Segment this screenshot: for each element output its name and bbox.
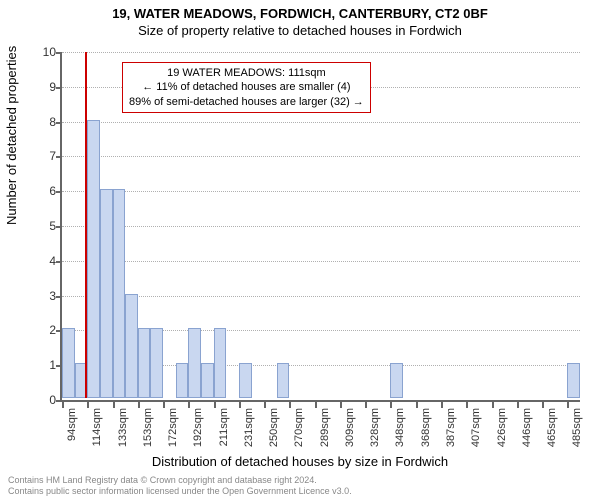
y-tick-label: 10 <box>26 45 56 59</box>
y-tick-mark <box>56 191 62 193</box>
x-tick-label: 446sqm <box>521 408 533 447</box>
x-tick-mark <box>492 402 494 408</box>
bar <box>100 189 113 398</box>
y-tick-mark <box>56 261 62 263</box>
x-tick-mark <box>390 402 392 408</box>
y-tick-label: 4 <box>26 254 56 268</box>
x-tick-mark <box>188 402 190 408</box>
x-tick-label: 153sqm <box>142 408 154 447</box>
x-tick-mark <box>466 402 468 408</box>
x-axis-label: Distribution of detached houses by size … <box>0 454 600 469</box>
x-tick-mark <box>441 402 443 408</box>
x-tick-mark <box>138 402 140 408</box>
x-tick-mark <box>365 402 367 408</box>
x-tick-label: 309sqm <box>344 408 356 447</box>
bar <box>62 328 75 398</box>
y-tick-label: 6 <box>26 184 56 198</box>
plot-region: 01234567891094sqm114sqm133sqm153sqm172sq… <box>60 52 580 402</box>
x-tick-mark <box>340 402 342 408</box>
y-tick-mark <box>56 226 62 228</box>
bar <box>390 363 403 398</box>
x-tick-label: 250sqm <box>268 408 280 447</box>
footer-line2: Contains public sector information licen… <box>8 486 352 497</box>
y-tick-label: 8 <box>26 115 56 129</box>
x-tick-mark <box>289 402 291 408</box>
x-tick-mark <box>62 402 64 408</box>
x-tick-mark <box>87 402 89 408</box>
x-tick-label: 94sqm <box>66 408 78 441</box>
footer-attribution: Contains HM Land Registry data © Crown c… <box>8 475 352 497</box>
bar <box>188 328 201 398</box>
x-tick-label: 114sqm <box>91 408 103 446</box>
bar <box>567 363 580 398</box>
y-tick-label: 5 <box>26 219 56 233</box>
bar <box>201 363 214 398</box>
annotation-line1: 19 WATER MEADOWS: 111sqm <box>129 66 364 80</box>
x-tick-label: 387sqm <box>445 408 457 447</box>
bar <box>239 363 252 398</box>
y-tick-mark <box>56 52 62 54</box>
x-tick-mark <box>567 402 569 408</box>
annotation-line3: 89% of semi-detached houses are larger (… <box>129 95 364 109</box>
gridline <box>62 261 580 262</box>
x-tick-label: 133sqm <box>117 408 129 447</box>
gridline <box>62 191 580 192</box>
bar <box>125 294 138 398</box>
x-tick-label: 407sqm <box>470 408 482 447</box>
marker-line <box>85 52 87 398</box>
x-tick-label: 211sqm <box>218 408 230 446</box>
chart-area: 01234567891094sqm114sqm133sqm153sqm172sq… <box>60 52 580 402</box>
x-tick-label: 328sqm <box>369 408 381 447</box>
x-tick-mark <box>214 402 216 408</box>
x-tick-label: 270sqm <box>293 408 305 447</box>
x-tick-mark <box>264 402 266 408</box>
bar <box>138 328 151 398</box>
x-tick-label: 348sqm <box>394 408 406 447</box>
y-axis-label: Number of detached properties <box>4 46 19 225</box>
y-tick-label: 0 <box>26 393 56 407</box>
x-tick-label: 231sqm <box>243 408 255 447</box>
annotation-line2: ← 11% of detached houses are smaller (4) <box>129 80 364 94</box>
bar <box>277 363 290 398</box>
bar <box>176 363 189 398</box>
gridline <box>62 296 580 297</box>
y-tick-label: 2 <box>26 323 56 337</box>
x-tick-label: 289sqm <box>319 408 331 447</box>
y-tick-mark <box>56 296 62 298</box>
footer-line1: Contains HM Land Registry data © Crown c… <box>8 475 352 486</box>
x-tick-label: 192sqm <box>192 408 204 447</box>
y-tick-label: 9 <box>26 80 56 94</box>
x-tick-mark <box>113 402 115 408</box>
gridline <box>62 156 580 157</box>
y-tick-mark <box>56 156 62 158</box>
bar <box>113 189 126 398</box>
y-tick-mark <box>56 122 62 124</box>
gridline <box>62 52 580 53</box>
chart-container: 19, WATER MEADOWS, FORDWICH, CANTERBURY,… <box>0 0 600 500</box>
x-tick-label: 368sqm <box>420 408 432 447</box>
gridline <box>62 122 580 123</box>
x-tick-mark <box>416 402 418 408</box>
x-tick-label: 426sqm <box>496 408 508 447</box>
bar <box>87 120 100 398</box>
y-tick-label: 3 <box>26 289 56 303</box>
bar <box>214 328 227 398</box>
x-tick-label: 172sqm <box>167 408 179 447</box>
gridline <box>62 226 580 227</box>
y-tick-label: 7 <box>26 149 56 163</box>
y-tick-mark <box>56 87 62 89</box>
x-tick-mark <box>315 402 317 408</box>
x-tick-mark <box>517 402 519 408</box>
x-tick-mark <box>542 402 544 408</box>
x-tick-mark <box>239 402 241 408</box>
x-tick-mark <box>163 402 165 408</box>
chart-title-sub: Size of property relative to detached ho… <box>0 21 600 38</box>
x-tick-label: 465sqm <box>546 408 558 447</box>
x-tick-label: 485sqm <box>571 408 583 447</box>
chart-title-main: 19, WATER MEADOWS, FORDWICH, CANTERBURY,… <box>0 0 600 21</box>
annotation-box: 19 WATER MEADOWS: 111sqm← 11% of detache… <box>122 62 371 113</box>
bar <box>150 328 163 398</box>
y-tick-label: 1 <box>26 358 56 372</box>
